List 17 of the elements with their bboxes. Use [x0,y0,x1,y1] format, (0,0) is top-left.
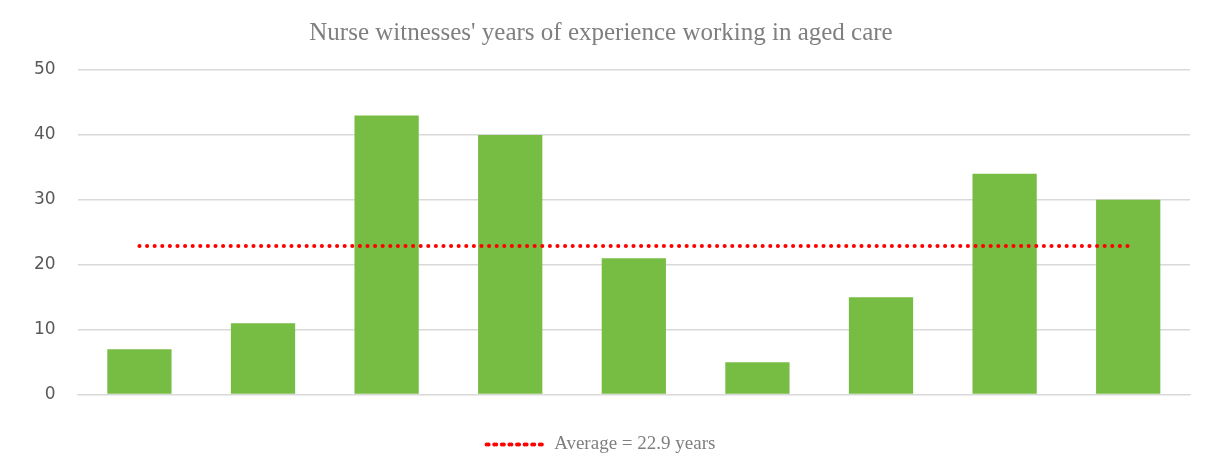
bar [725,362,790,394]
y-tick-label: 20 [33,253,56,274]
bar [601,258,666,394]
bar [354,115,419,394]
y-tick-label: 50 [33,58,56,79]
y-tick-label: 10 [33,318,56,339]
y-tick-label: 40 [33,123,56,144]
y-tick-label: 0 [44,383,56,404]
bar [848,297,914,394]
bar [1096,199,1161,394]
bar [478,134,543,394]
bar [972,173,1037,394]
legend-label: Average = 22.9 years [554,432,716,454]
bar [107,349,172,394]
y-tick-label: 30 [33,188,56,209]
bar [230,323,296,394]
chart-title: Nurse witnesses' years of experience working in aged care [309,17,893,45]
